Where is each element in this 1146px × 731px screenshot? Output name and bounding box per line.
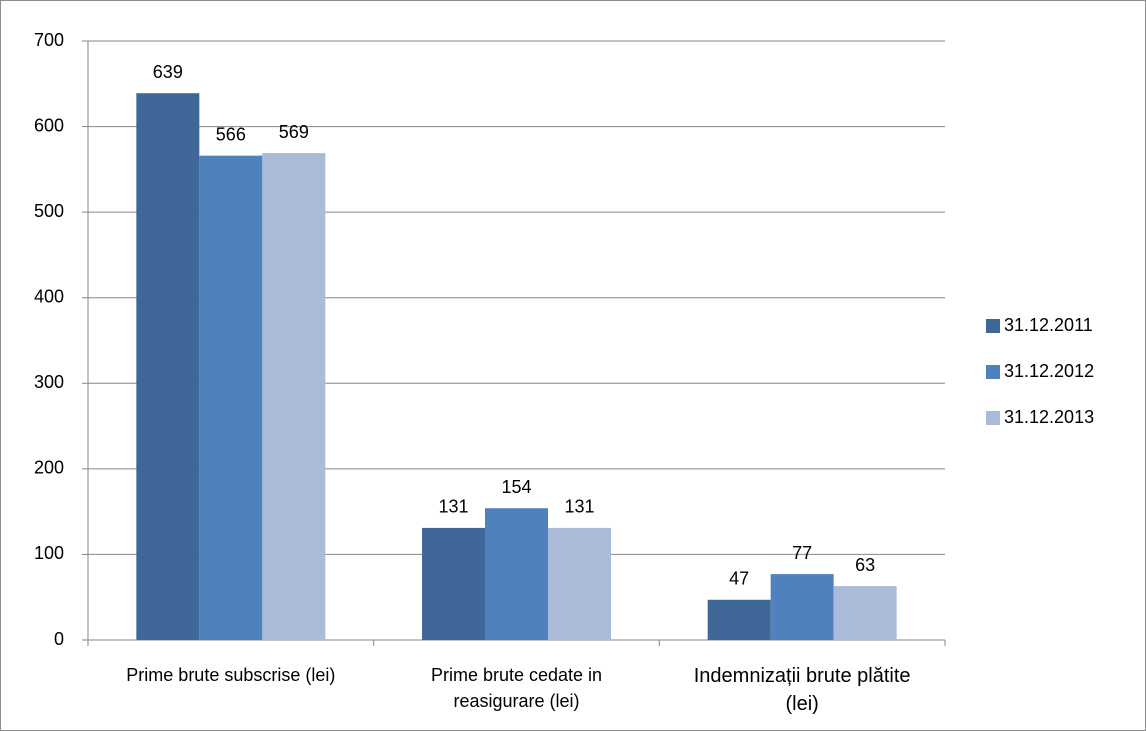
y-tick-label: 600	[34, 115, 64, 135]
bar	[199, 155, 263, 640]
data-label: 47	[729, 569, 749, 589]
bar	[485, 508, 548, 640]
bar	[136, 93, 200, 641]
legend-label: 31.12.2011	[1004, 315, 1093, 335]
data-label: 569	[279, 122, 309, 142]
y-tick-label: 500	[34, 201, 64, 221]
bar	[262, 153, 326, 640]
data-label: 63	[855, 555, 875, 575]
y-tick-label: 700	[34, 30, 64, 50]
legend-label: 31.12.2013	[1004, 407, 1094, 427]
x-tick-label: Prime brute cedate in reasigurare (lei)	[430, 665, 603, 711]
data-label: 639	[153, 62, 183, 82]
y-tick-label: 200	[34, 458, 64, 478]
data-label: 566	[216, 124, 246, 144]
data-label: 131	[564, 497, 594, 517]
bar	[770, 574, 834, 640]
data-label: 154	[501, 477, 531, 497]
bar	[422, 527, 485, 640]
y-tick-label: 100	[34, 543, 64, 563]
y-tick-label: 400	[34, 286, 64, 306]
legend-swatch	[986, 411, 1000, 425]
legend-swatch	[986, 319, 1000, 333]
x-tick-label: Indemnizații brute plătite (lei)	[693, 665, 911, 715]
legend-label: 31.12.2012	[1004, 361, 1094, 381]
y-tick-label: 0	[54, 629, 64, 649]
bar	[833, 586, 897, 640]
bar	[548, 527, 611, 640]
x-tick-label: Prime brute subscrise (lei)	[126, 665, 336, 685]
y-tick-label: 300	[34, 372, 64, 392]
legend-swatch	[986, 365, 1000, 379]
bar	[707, 599, 771, 640]
data-label: 77	[792, 543, 812, 563]
data-label: 131	[438, 497, 468, 517]
